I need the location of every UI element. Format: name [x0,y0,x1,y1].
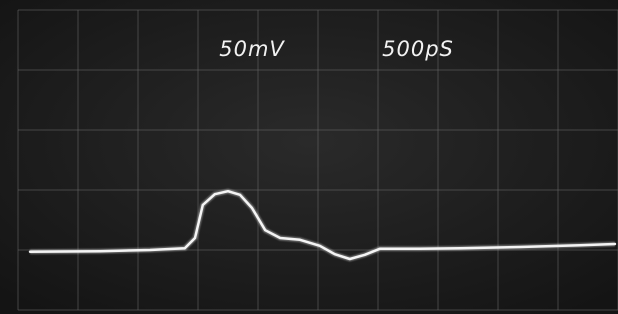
time-per-div: 500pS [382,37,454,61]
oscilloscope-screen: 50mV 500pS [0,0,618,314]
screen-background [0,0,618,314]
page: {"chart_data": {"type": "line", "annotat… [0,0,618,314]
volts-per-div: 50mV [219,37,285,61]
